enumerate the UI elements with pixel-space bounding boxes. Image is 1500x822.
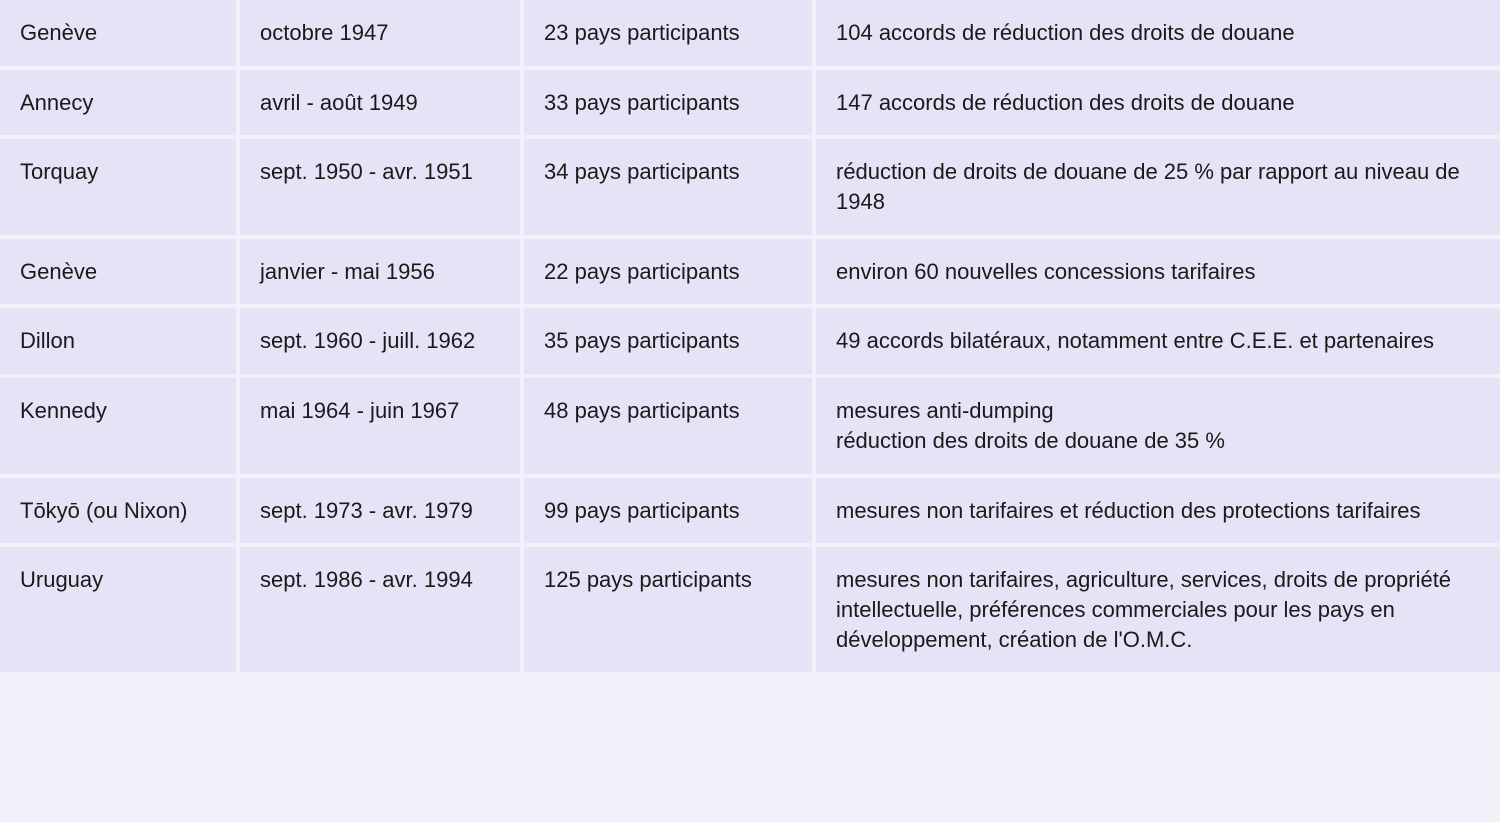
- round-result: 104 accords de réduction des droits de d…: [816, 0, 1500, 66]
- round-name: Kennedy: [0, 378, 236, 473]
- round-name: Genève: [0, 239, 236, 305]
- round-name: Tōkyō (ou Nixon): [0, 478, 236, 544]
- round-result: 147 accords de réduction des droits de d…: [816, 70, 1500, 136]
- table-row: Kennedy mai 1964 - juin 1967 48 pays par…: [0, 378, 1500, 473]
- table-row: Torquay sept. 1950 - avr. 1951 34 pays p…: [0, 139, 1500, 234]
- round-dates: sept. 1950 - avr. 1951: [240, 139, 520, 234]
- round-result: mesures non tarifaires et réduction des …: [816, 478, 1500, 544]
- table-row: Genève octobre 1947 23 pays participants…: [0, 0, 1500, 66]
- round-name: Dillon: [0, 308, 236, 374]
- table-row: Tōkyō (ou Nixon) sept. 1973 - avr. 1979 …: [0, 478, 1500, 544]
- round-participants: 22 pays participants: [524, 239, 812, 305]
- round-result: environ 60 nouvelles concessions tarifai…: [816, 239, 1500, 305]
- round-name: Annecy: [0, 70, 236, 136]
- table-row: Dillon sept. 1960 - juill. 1962 35 pays …: [0, 308, 1500, 374]
- round-participants: 125 pays participants: [524, 547, 812, 672]
- round-participants: 99 pays participants: [524, 478, 812, 544]
- round-dates: sept. 1986 - avr. 1994: [240, 547, 520, 672]
- round-dates: avril - août 1949: [240, 70, 520, 136]
- round-name: Torquay: [0, 139, 236, 234]
- table-row: Uruguay sept. 1986 - avr. 1994 125 pays …: [0, 547, 1500, 672]
- gatt-rounds-table: Genève octobre 1947 23 pays participants…: [0, 0, 1500, 672]
- round-dates: sept. 1973 - avr. 1979: [240, 478, 520, 544]
- round-name: Uruguay: [0, 547, 236, 672]
- round-result: 49 accords bilatéraux, notamment entre C…: [816, 308, 1500, 374]
- round-participants: 23 pays participants: [524, 0, 812, 66]
- round-name: Genève: [0, 0, 236, 66]
- round-participants: 48 pays participants: [524, 378, 812, 473]
- table-row: Annecy avril - août 1949 33 pays partici…: [0, 70, 1500, 136]
- round-result: mesures non tarifaires, agriculture, ser…: [816, 547, 1500, 672]
- round-result: réduction de droits de douane de 25 % pa…: [816, 139, 1500, 234]
- round-participants: 35 pays participants: [524, 308, 812, 374]
- round-result: mesures anti-dumping réduction des droit…: [816, 378, 1500, 473]
- round-dates: mai 1964 - juin 1967: [240, 378, 520, 473]
- round-dates: janvier - mai 1956: [240, 239, 520, 305]
- round-participants: 33 pays participants: [524, 70, 812, 136]
- round-dates: octobre 1947: [240, 0, 520, 66]
- round-dates: sept. 1960 - juill. 1962: [240, 308, 520, 374]
- table-row: Genève janvier - mai 1956 22 pays partic…: [0, 239, 1500, 305]
- round-participants: 34 pays participants: [524, 139, 812, 234]
